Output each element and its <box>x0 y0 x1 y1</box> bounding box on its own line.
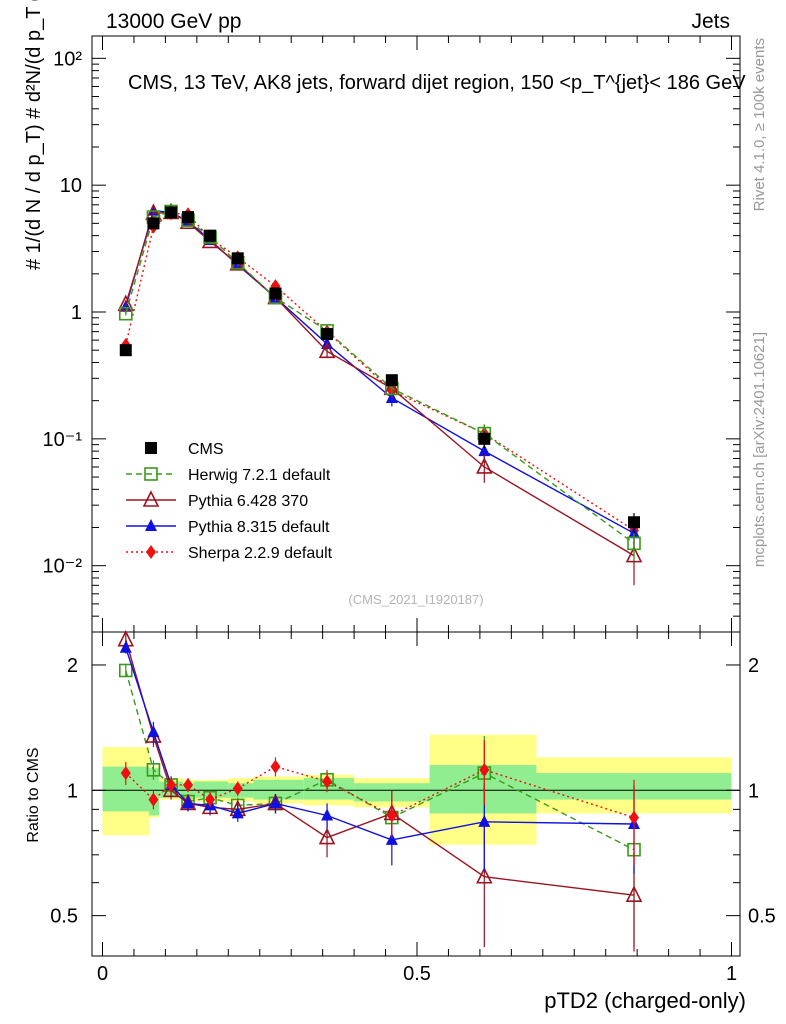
data-point <box>204 229 217 242</box>
y-tick-label: 10 <box>60 175 82 197</box>
ratio-y-tick-label-right: 2 <box>748 655 759 677</box>
ratio-point <box>118 663 133 678</box>
ratio-point <box>119 640 132 653</box>
data-point <box>182 211 195 224</box>
main-axis-ticks: 10⁻² 10⁻¹ 1 10 10² <box>43 36 740 633</box>
ratio-point <box>205 792 216 807</box>
data-point <box>269 287 282 300</box>
ratio-point <box>146 763 161 777</box>
ratio-point <box>270 759 281 774</box>
ratio-point <box>231 806 244 819</box>
x-axis-label: pTD2 (charged-only) <box>544 988 746 1013</box>
legend-marker <box>142 490 160 507</box>
ratio-point <box>625 885 643 902</box>
ratio-point <box>120 766 131 781</box>
legend-marker <box>145 519 157 531</box>
ratio-point <box>385 832 398 845</box>
ratio-band-inner-4 <box>193 781 229 798</box>
data-point <box>628 516 641 529</box>
y-tick-label: 10² <box>53 48 82 70</box>
ratio-point <box>318 827 336 845</box>
ratio-y-tick-label-left: 0.5 <box>50 906 78 928</box>
data-point <box>147 217 160 230</box>
y-tick-label: 1 <box>71 302 82 324</box>
y-axis-label-ratio: Ratio to CMS <box>25 747 42 842</box>
ratio-point <box>182 796 195 809</box>
ratio-point <box>476 866 493 884</box>
main-series <box>117 202 643 586</box>
y-tick-label: 10⁻² <box>43 556 83 578</box>
series-cms <box>119 206 641 534</box>
ratio-band-inner-6 <box>253 779 304 800</box>
legend-marker <box>144 467 158 481</box>
legend-label: Herwig 7.2.1 default <box>188 467 331 484</box>
ratio-point <box>148 792 159 807</box>
legend-label: CMS <box>188 441 224 458</box>
header-right: Jets <box>691 10 730 33</box>
data-point <box>478 432 491 445</box>
watermark: (CMS_2021_I1920187) <box>348 592 483 607</box>
ratio-y-tick-label-right: 1 <box>748 780 759 802</box>
ratio-point <box>478 814 491 827</box>
data-point <box>385 374 398 387</box>
ratio-point <box>322 774 333 789</box>
ratio-point <box>183 777 194 792</box>
ratio-point <box>386 808 397 823</box>
plot-title: CMS, 13 TeV, AK8 jets, forward dijet reg… <box>128 72 746 94</box>
data-point <box>119 344 132 357</box>
legend-label: Pythia 6.428 370 <box>188 493 308 510</box>
legend-label: Sherpa 2.2.9 default <box>188 545 333 562</box>
x-tick-label: 1 <box>726 963 737 985</box>
ratio-band-inner-1 <box>149 768 160 816</box>
main-panel-frame <box>91 35 741 633</box>
ratio-series-sherpa-2-2-9-default <box>120 740 640 866</box>
ratio-point <box>321 808 334 821</box>
data-point <box>321 328 334 341</box>
ratio-band-inner-7 <box>303 778 355 800</box>
legend-label: Pythia 8.315 default <box>188 519 330 536</box>
data-point <box>165 206 178 219</box>
data-point <box>231 252 244 265</box>
ratio-y-tick-label-left: 2 <box>67 655 78 677</box>
ratio-point <box>479 762 490 777</box>
ratio-point <box>269 796 282 809</box>
y-tick-label: 10⁻¹ <box>43 429 83 451</box>
rivet-label: Rivet 4.1.0, ≥ 100k events <box>751 38 768 211</box>
ratio-point <box>629 810 640 825</box>
ratio-point <box>166 777 177 792</box>
ratio-series-pythia-8-315-default <box>119 640 641 874</box>
legend-marker <box>145 442 157 454</box>
legend: CMS Herwig 7.2.1 default Pythia 6.428 370 P… <box>126 441 333 562</box>
x-tick-label: 0 <box>97 963 108 985</box>
x-tick-label: 0.5 <box>403 963 431 985</box>
legend-marker <box>146 545 156 559</box>
ratio-axis-ticks: 0 0.5 1 0.5 0.5 1 1 2 2 <box>50 632 776 985</box>
data-point <box>478 444 491 457</box>
header-left: 13000 GeV pp <box>106 10 241 33</box>
data-point <box>318 341 336 359</box>
ratio-series <box>117 629 643 952</box>
y-axis-label-main: # 1/(d N / d p_T) # d²N/(d p_T dλ) <box>23 0 45 270</box>
ratio-point <box>147 725 160 738</box>
ratio-y-tick-label-right: 0.5 <box>748 906 776 928</box>
data-point <box>476 457 493 474</box>
data-point <box>625 545 643 563</box>
ratio-panel-frame <box>91 631 741 957</box>
ratio-point <box>232 781 243 796</box>
data-point <box>118 306 133 321</box>
data-point <box>627 536 641 551</box>
series-line <box>125 209 635 534</box>
ratio-y-tick-label-left: 1 <box>67 780 78 802</box>
mcplots-label: mcplots.cern.ch [arXiv:2401.10621] <box>751 332 768 567</box>
